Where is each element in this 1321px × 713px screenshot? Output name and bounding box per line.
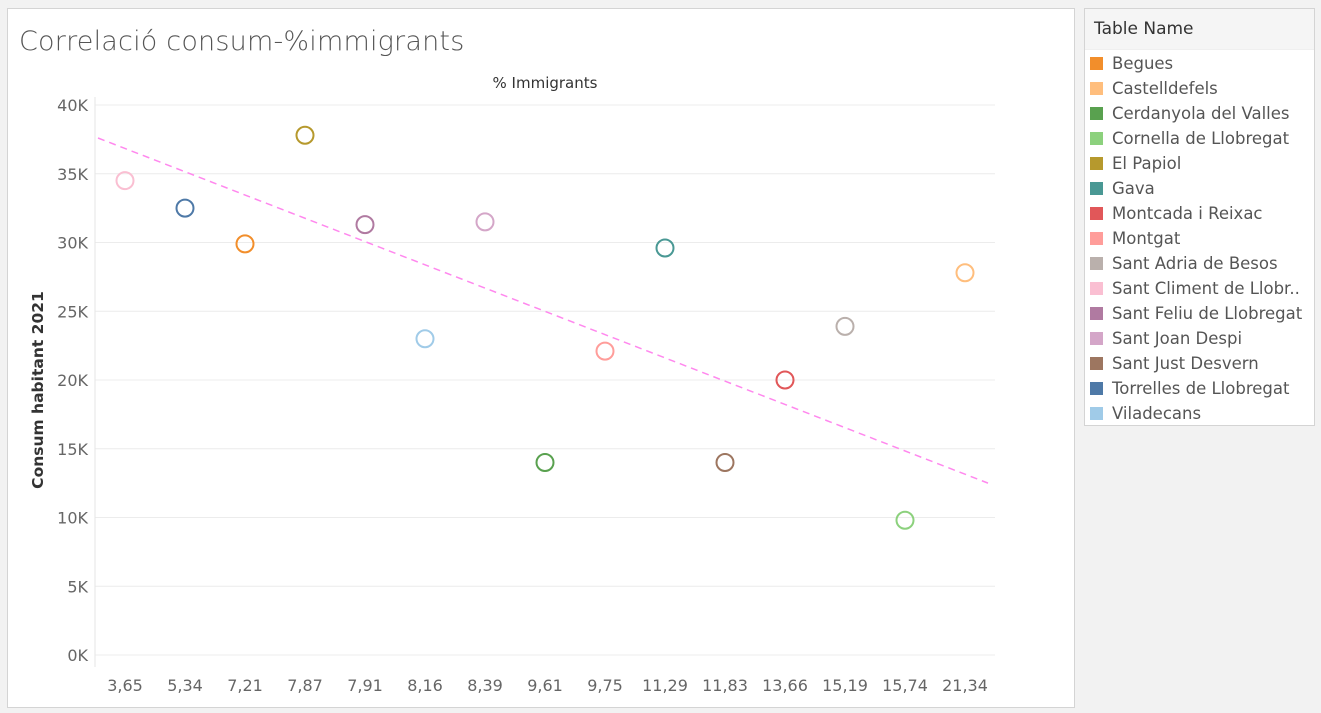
chart-title: Correlació consum-%immigrants bbox=[19, 26, 465, 57]
legend-item[interactable]: Cornella de Llobregat bbox=[1090, 126, 1289, 151]
legend-label: Castelldefels bbox=[1112, 79, 1218, 98]
y-tick-label: 15K bbox=[57, 440, 88, 459]
x-tick-label: 7,21 bbox=[227, 676, 263, 695]
data-point[interactable] bbox=[115, 171, 135, 191]
legend-label: Viladecans bbox=[1112, 404, 1202, 423]
gridlines bbox=[95, 104, 995, 656]
data-point[interactable] bbox=[535, 453, 555, 472]
legend-swatch bbox=[1090, 107, 1103, 120]
data-point[interactable] bbox=[175, 198, 195, 218]
y-tick-label: 30K bbox=[57, 234, 88, 253]
legend-swatch bbox=[1090, 257, 1103, 270]
y-axis-label: Consum habitant 2021 bbox=[29, 291, 47, 489]
legend-label: Sant Adria de Besos bbox=[1112, 254, 1278, 273]
data-point[interactable] bbox=[295, 125, 315, 145]
legend-label: Sant Just Desvern bbox=[1112, 354, 1259, 373]
y-tick-label: 5K bbox=[67, 577, 88, 596]
legend-item[interactable]: Gava bbox=[1090, 176, 1155, 201]
y-tick-label: 20K bbox=[57, 371, 88, 390]
legend-swatch bbox=[1090, 207, 1103, 220]
legend-title: Table Name bbox=[1085, 9, 1314, 50]
legend-item[interactable]: Viladecans bbox=[1090, 401, 1201, 426]
x-tick-label: 8,16 bbox=[407, 676, 443, 695]
x-tick-label: 13,66 bbox=[762, 676, 808, 695]
legend-label: Torrelles de Llobregat bbox=[1112, 379, 1290, 398]
y-tick-label: 0K bbox=[67, 646, 88, 665]
legend-label: El Papiol bbox=[1112, 154, 1182, 173]
x-axis-header: % Immigrants bbox=[493, 74, 598, 92]
legend-label: Montgat bbox=[1112, 229, 1181, 248]
y-tick-label: 10K bbox=[57, 509, 88, 528]
data-point[interactable] bbox=[235, 234, 255, 254]
legend-swatch bbox=[1090, 407, 1103, 420]
data-point[interactable] bbox=[835, 316, 855, 336]
legend-item[interactable]: Montgat bbox=[1090, 226, 1180, 251]
x-tick-label: 9,61 bbox=[527, 676, 563, 695]
data-point[interactable] bbox=[655, 238, 675, 258]
legend-swatch bbox=[1090, 232, 1103, 245]
x-tick-label: 7,87 bbox=[287, 676, 323, 695]
data-point[interactable] bbox=[895, 510, 915, 530]
legend-swatch bbox=[1090, 182, 1103, 195]
legend-item[interactable]: Cerdanyola del Valles bbox=[1090, 101, 1290, 126]
legend-swatch bbox=[1090, 57, 1103, 70]
legend-item[interactable]: Montcada i Reixac bbox=[1090, 201, 1263, 226]
legend-label: Montcada i Reixac bbox=[1112, 204, 1263, 223]
data-point[interactable] bbox=[415, 329, 435, 349]
y-tick-labels: 0K 5K 10K 15K 20K 25K 30K 35K 40K bbox=[57, 96, 88, 665]
legend: Table Name Begues Castelldefels Cerdanyola… bbox=[1084, 8, 1315, 426]
x-tick-label: 7,91 bbox=[347, 676, 383, 695]
legend-item[interactable]: Castelldefels bbox=[1090, 76, 1218, 101]
legend-label: Gava bbox=[1112, 179, 1155, 198]
x-tick-label: 11,83 bbox=[702, 676, 748, 695]
legend-label: Cerdanyola del Valles bbox=[1112, 104, 1290, 123]
legend-swatch bbox=[1090, 307, 1103, 320]
legend-item[interactable]: Begues bbox=[1090, 51, 1173, 76]
chart-panel: Correlació consum-%immigrants bbox=[7, 8, 1075, 708]
legend-swatch bbox=[1090, 157, 1103, 170]
legend-label: Sant Feliu de Llobregat bbox=[1112, 304, 1303, 323]
legend-label: Sant Joan Despi bbox=[1112, 329, 1243, 348]
legend-swatch bbox=[1090, 82, 1103, 95]
legend-swatch bbox=[1090, 132, 1103, 145]
data-point[interactable] bbox=[715, 453, 735, 472]
legend-label: Cornella de Llobregat bbox=[1112, 129, 1290, 148]
legend-label: Sant Climent de Llobr.. bbox=[1112, 279, 1300, 298]
legend-item[interactable]: Torrelles de Llobregat bbox=[1090, 376, 1289, 401]
x-tick-label: 15,74 bbox=[882, 676, 928, 695]
x-tick-label: 5,34 bbox=[167, 676, 203, 695]
data-point[interactable] bbox=[355, 215, 375, 235]
legend-swatch bbox=[1090, 282, 1103, 295]
y-tick-label: 40K bbox=[57, 96, 88, 115]
legend-item[interactable]: Sant Adria de Besos bbox=[1090, 251, 1278, 276]
data-point[interactable] bbox=[475, 212, 495, 232]
y-tick-label: 35K bbox=[57, 165, 88, 184]
x-tick-label: 15,19 bbox=[822, 676, 868, 695]
legend-swatch bbox=[1090, 357, 1103, 370]
legend-label: Begues bbox=[1112, 54, 1174, 73]
data-points bbox=[115, 125, 975, 530]
legend-item[interactable]: Sant Just Desvern bbox=[1090, 351, 1259, 376]
trend-line bbox=[97, 137, 989, 484]
legend-item[interactable]: El Papiol bbox=[1090, 151, 1181, 176]
x-tick-label: 9,75 bbox=[587, 676, 623, 695]
legend-swatch bbox=[1090, 382, 1103, 395]
data-point[interactable] bbox=[595, 341, 615, 361]
x-tick-label: 21,34 bbox=[942, 676, 988, 695]
y-tick-label: 25K bbox=[57, 302, 88, 321]
x-tick-label: 11,29 bbox=[642, 676, 688, 695]
legend-item[interactable]: Sant Joan Despi bbox=[1090, 326, 1242, 351]
legend-item[interactable]: Sant Climent de Llobr.. bbox=[1090, 276, 1300, 301]
data-point[interactable] bbox=[775, 370, 795, 390]
legend-item[interactable]: Sant Feliu de Llobregat bbox=[1090, 301, 1302, 326]
x-tick-label: 3,65 bbox=[107, 676, 143, 695]
x-tick-label: 8,39 bbox=[467, 676, 503, 695]
legend-swatch bbox=[1090, 332, 1103, 345]
x-tick-labels: 3,65 5,34 7,21 7,87 7,91 8,16 8,39 9,61 9,75 11,2… bbox=[107, 676, 988, 695]
data-point[interactable] bbox=[955, 263, 975, 283]
